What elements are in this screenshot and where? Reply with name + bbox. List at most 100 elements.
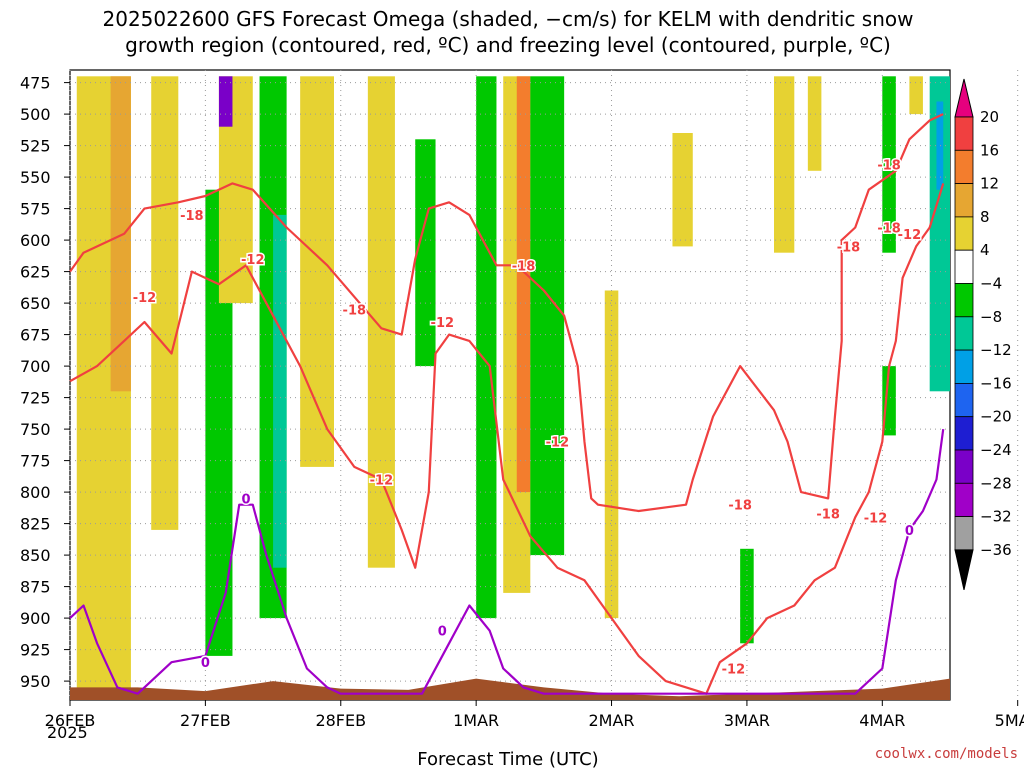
x-tick-label-3: 1MAR bbox=[453, 711, 499, 730]
colorbar-segment-9 bbox=[954, 382, 974, 418]
omega-cell-15 bbox=[604, 290, 619, 619]
y-tick-label-13: 800 bbox=[20, 483, 51, 502]
contour-label-0-5: -18 bbox=[837, 240, 861, 255]
contour-label-0-2: -18 bbox=[512, 259, 536, 274]
omega-cell-14 bbox=[530, 76, 565, 556]
colorbar-label-9: −20 bbox=[980, 408, 1012, 426]
y-tick-label-10: 725 bbox=[20, 389, 51, 408]
y-tick-label-9: 700 bbox=[20, 357, 51, 376]
contour-label-1-6: -12 bbox=[864, 511, 888, 526]
colorbar-label-0: 20 bbox=[980, 108, 999, 126]
colorbar-label-4: 4 bbox=[980, 241, 990, 259]
colorbar-label-3: 8 bbox=[980, 208, 990, 226]
x-tick-label-0: 26FEB bbox=[45, 711, 96, 730]
chart-title-line-2: growth region (contoured, red, ºC) and f… bbox=[125, 33, 891, 57]
y-tick-label-4: 575 bbox=[20, 200, 51, 219]
x-axis-year: 2025 bbox=[47, 723, 88, 742]
y-tick-label-11: 750 bbox=[20, 420, 51, 439]
colorbar-segment-1 bbox=[954, 116, 974, 151]
contour-line-0 bbox=[69, 113, 944, 513]
y-tick-label-6: 625 bbox=[20, 263, 51, 282]
colorbar-top-arrow bbox=[954, 78, 974, 118]
colorbar-label-11: −28 bbox=[980, 474, 1012, 492]
colorbar-label-1: 16 bbox=[980, 141, 999, 159]
contour-label-2-3: 0 bbox=[905, 524, 914, 539]
x-axis-title: Forecast Time (UTC) bbox=[417, 749, 598, 768]
contour-label-0-0: -18 bbox=[180, 209, 204, 224]
contour-line-1 bbox=[69, 183, 945, 695]
colorbar-label-2: 12 bbox=[980, 175, 999, 193]
omega-cell-13 bbox=[516, 76, 531, 493]
contour-label-0-7: -18 bbox=[877, 222, 901, 237]
y-tick-label-0: 475 bbox=[20, 74, 51, 93]
contours: -18-18-18-18-18-18-18-18-12-12-12-12-12-… bbox=[69, 113, 945, 695]
contour-label-1-3: -12 bbox=[431, 316, 455, 331]
colorbar-label-13: −36 bbox=[980, 541, 1012, 559]
y-tick-label-14: 825 bbox=[20, 515, 51, 534]
omega-cell-5 bbox=[218, 76, 233, 127]
contour-label-2-0: 0 bbox=[201, 656, 210, 671]
contour-label-1-0: -12 bbox=[133, 291, 157, 306]
y-tick-label-1: 500 bbox=[20, 105, 51, 124]
y-tick-label-19: 950 bbox=[20, 672, 51, 691]
colorbar-label-12: −32 bbox=[980, 508, 1012, 526]
contour-label-0-4: -18 bbox=[816, 508, 840, 523]
x-tick-label-1: 27FEB bbox=[180, 711, 231, 730]
contour-label-2-2: 0 bbox=[438, 625, 447, 640]
colorbar-bottom-arrow bbox=[954, 549, 974, 591]
omega-cell-11 bbox=[476, 76, 497, 619]
contour-label-1-4: -12 bbox=[546, 436, 570, 451]
y-tick-label-7: 650 bbox=[20, 294, 51, 313]
colorbar-label-6: −8 bbox=[980, 308, 1002, 326]
omega-cell-9 bbox=[367, 76, 395, 568]
omega-cell-16 bbox=[672, 133, 693, 247]
x-tick-label-4: 2MAR bbox=[589, 711, 635, 730]
x-tick-label-7: 5MAR bbox=[995, 711, 1024, 730]
x-tick-label-5: 3MAR bbox=[724, 711, 770, 730]
colorbar-segment-11 bbox=[954, 449, 974, 484]
y-tick-label-17: 900 bbox=[20, 609, 51, 628]
colorbar-label-7: −12 bbox=[980, 341, 1012, 359]
y-tick-label-5: 600 bbox=[20, 231, 51, 250]
contour-label-2-1: 0 bbox=[241, 492, 250, 507]
colorbar-label-8: −16 bbox=[980, 374, 1012, 392]
omega-cell-7 bbox=[273, 214, 287, 568]
colorbar: 20 16 12 8 4 −4 −8 −12 −16 −20 −24 −28 −32 −36 bbox=[954, 78, 1012, 591]
y-tick-label-15: 850 bbox=[20, 546, 51, 565]
omega-cell-23 bbox=[929, 76, 950, 392]
y-axis-ticks: 475 500 525 550 575 600 625 650 675 700 725 750 775 8… bbox=[20, 74, 70, 691]
contour-label-0-6: -18 bbox=[877, 159, 901, 174]
y-tick-label-3: 550 bbox=[20, 168, 51, 187]
colorbar-segment-5 bbox=[954, 249, 974, 284]
omega-cell-18 bbox=[807, 76, 822, 171]
omega-cell-19 bbox=[740, 548, 754, 644]
contour-label-0-1: -18 bbox=[343, 303, 367, 318]
colorbar-segment-10 bbox=[954, 416, 974, 451]
omega-cell-24 bbox=[936, 101, 944, 190]
colorbar-segment-6 bbox=[954, 283, 974, 318]
colorbar-segment-7 bbox=[954, 316, 974, 351]
y-tick-label-2: 525 bbox=[20, 137, 51, 156]
colorbar-segment-13 bbox=[954, 516, 974, 551]
credit-text: coolwx.com/models bbox=[875, 746, 1018, 762]
contour-label-1-5: -12 bbox=[722, 663, 746, 678]
x-tick-label-6: 4MAR bbox=[859, 711, 905, 730]
colorbar-label-10: −24 bbox=[980, 441, 1012, 459]
omega-cell-21 bbox=[882, 366, 896, 436]
y-tick-label-12: 775 bbox=[20, 452, 51, 471]
colorbar-segment-3 bbox=[954, 183, 974, 218]
plot-area: -18-18-18-18-18-18-18-18-12-12-12-12-12-… bbox=[69, 69, 1019, 701]
contour-label-0-3: -18 bbox=[728, 499, 752, 514]
colorbar-segment-12 bbox=[954, 482, 974, 517]
x-tick-label-2: 28FEB bbox=[315, 711, 366, 730]
colorbar-segment-4 bbox=[954, 216, 974, 251]
y-tick-label-8: 675 bbox=[20, 326, 51, 345]
chart-title-line-1: 2025022600 GFS Forecast Omega (shaded, −… bbox=[103, 7, 914, 31]
omega-cell-17 bbox=[774, 76, 795, 253]
contour-label-1-7: -12 bbox=[898, 228, 922, 243]
omega-cell-1 bbox=[110, 76, 131, 392]
y-tick-label-16: 875 bbox=[20, 578, 51, 597]
omega-cell-22 bbox=[909, 76, 923, 115]
omega-shading bbox=[76, 76, 950, 694]
